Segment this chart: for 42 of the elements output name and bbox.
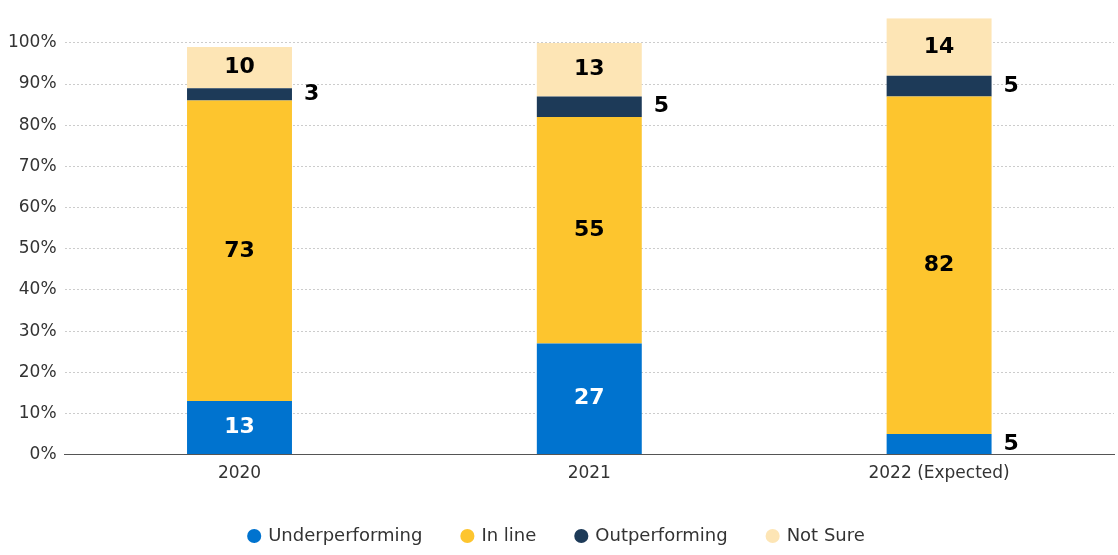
y-tick-label: 50% xyxy=(18,237,57,258)
bar xyxy=(187,100,292,402)
bar xyxy=(536,42,642,97)
y-tick-label: 70% xyxy=(18,154,57,175)
legend-label: Outperforming xyxy=(595,523,728,545)
x-tick-label: 2022 (Expected) xyxy=(868,462,1010,483)
x-tick-label: 2020 xyxy=(217,462,262,483)
data-label: 5 xyxy=(1003,429,1019,455)
y-tick-label: 30% xyxy=(18,319,57,340)
bar xyxy=(536,117,642,344)
data-label: 73 xyxy=(224,236,255,262)
data-label: 27 xyxy=(573,384,605,410)
legend-label: Not Sure xyxy=(786,523,865,545)
bar xyxy=(886,18,992,76)
y-tick-label: 100% xyxy=(7,31,57,52)
bar xyxy=(886,75,992,97)
bar xyxy=(536,96,642,118)
y-tick-label: 90% xyxy=(18,72,57,93)
data-label: 13 xyxy=(224,413,255,439)
data-label: 14 xyxy=(923,32,955,58)
data-label: 5 xyxy=(1003,71,1019,97)
data-label: 5 xyxy=(653,92,670,118)
data-label: 55 xyxy=(573,215,605,241)
y-tick-label: 40% xyxy=(18,278,57,299)
bar xyxy=(536,343,642,455)
bar xyxy=(187,47,292,89)
data-label: 3 xyxy=(303,80,320,106)
legend-label: In line xyxy=(481,523,537,545)
data-label: 82 xyxy=(923,250,955,276)
data-label: 13 xyxy=(573,55,605,81)
bar xyxy=(886,434,992,455)
y-tick-label: 60% xyxy=(18,196,57,216)
x-tick-label: 2021 xyxy=(567,462,611,483)
y-tick-label: 0% xyxy=(29,443,57,464)
bar xyxy=(886,96,992,435)
bar xyxy=(187,88,292,101)
data-label: 10 xyxy=(224,53,255,79)
y-tick-label: 20% xyxy=(18,360,57,381)
y-tick-label: 80% xyxy=(18,113,57,134)
y-tick-label: 10% xyxy=(18,401,57,422)
legend-label: Underperforming xyxy=(268,523,423,545)
bar xyxy=(187,401,292,455)
